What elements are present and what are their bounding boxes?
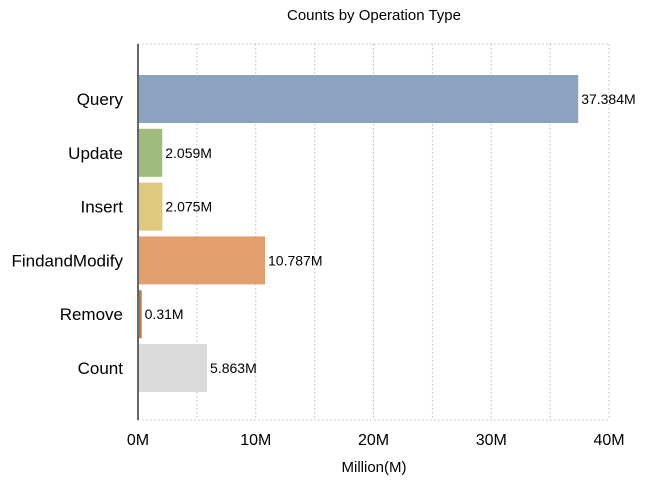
x-axis-title: Million(M) bbox=[342, 459, 407, 476]
x-tick-label: 20M bbox=[358, 432, 389, 449]
data-label-query: 37.384M bbox=[581, 91, 635, 107]
bar-findandmodify bbox=[139, 236, 266, 285]
bar-count bbox=[139, 344, 208, 392]
bar-update bbox=[139, 128, 163, 177]
data-label-insert: 2.075M bbox=[165, 199, 212, 215]
data-label-update: 2.059M bbox=[165, 145, 212, 161]
category-label-findandmodify: FindandModify bbox=[11, 251, 123, 270]
bar-remove bbox=[139, 290, 142, 339]
bars bbox=[139, 75, 579, 392]
data-label-findandmodify: 10.787M bbox=[268, 252, 322, 268]
category-label-count: Count bbox=[78, 359, 124, 378]
x-tick-label: 30M bbox=[476, 432, 507, 449]
x-tick-label: 40M bbox=[593, 432, 624, 449]
category-label-update: Update bbox=[68, 144, 123, 163]
category-label-query: Query bbox=[77, 90, 124, 109]
data-label-count: 5.863M bbox=[210, 360, 257, 376]
labels: 37.384M Query 2.059M Update 2.075M Insert 10.7… bbox=[11, 90, 635, 449]
x-tick-label: 0M bbox=[127, 432, 149, 449]
data-label-remove: 0.31M bbox=[145, 306, 184, 322]
category-label-remove: Remove bbox=[60, 305, 123, 324]
bar-query bbox=[139, 75, 579, 123]
category-label-insert: Insert bbox=[80, 198, 123, 217]
chart-title: Counts by Operation Type bbox=[287, 7, 461, 24]
bar-insert bbox=[139, 182, 163, 231]
x-tick-label: 10M bbox=[240, 432, 271, 449]
